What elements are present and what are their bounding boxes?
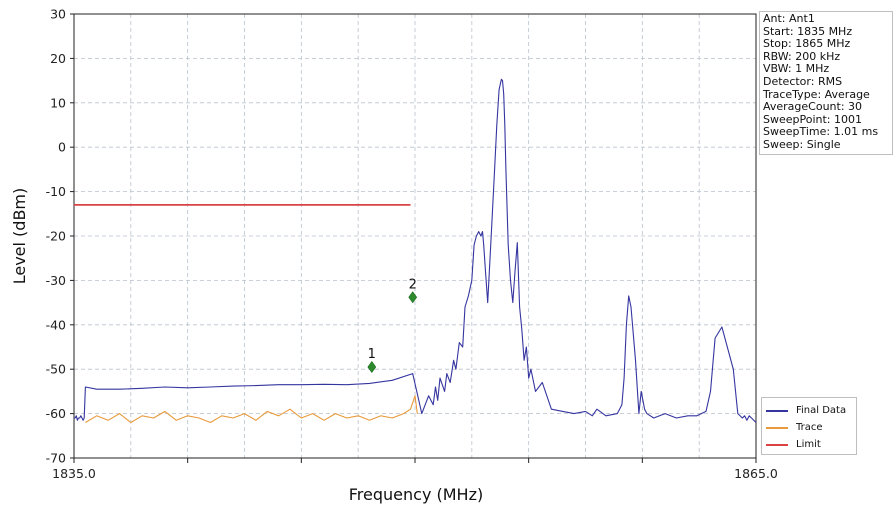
legend-item-trace: Trace bbox=[766, 419, 852, 436]
y-axis-label: Level (dBm) bbox=[10, 188, 29, 285]
legend-item-final-data: Final Data bbox=[766, 402, 852, 419]
y-tick-label: -70 bbox=[46, 451, 66, 466]
y-tick-label: -50 bbox=[46, 362, 66, 377]
info-line: SweepPoint: 1001 bbox=[763, 112, 863, 126]
marker-1-diamond bbox=[367, 360, 377, 373]
info-line: TraceType: Average bbox=[763, 87, 870, 101]
legend-swatch bbox=[766, 443, 788, 446]
info-line: AverageCount: 30 bbox=[763, 100, 863, 114]
final-data-line bbox=[74, 78, 757, 423]
info-line: SweepTime: 1.01 ms bbox=[763, 125, 879, 139]
info-line: VBW: 1 MHz bbox=[763, 62, 830, 76]
x-tick-label: 1835.0 bbox=[52, 466, 96, 481]
info-line: Start: 1835 MHz bbox=[763, 24, 853, 38]
marker-layer: 12 bbox=[367, 277, 418, 373]
y-tick-label: -30 bbox=[46, 273, 66, 288]
grid bbox=[74, 13, 756, 459]
x-tick-label: 1865.0 bbox=[734, 466, 778, 481]
y-tick-label: -60 bbox=[46, 406, 66, 421]
legend: Final Data Trace Limit bbox=[761, 397, 857, 455]
y-tick-label: 20 bbox=[50, 51, 66, 66]
y-tick-label: 0 bbox=[58, 140, 66, 155]
y-tick-label: -40 bbox=[46, 317, 66, 332]
measurement-info-panel: Ant: Ant1 Start: 1835 MHz Stop: 1865 MHz RB… bbox=[759, 11, 893, 155]
info-line: RBW: 200 kHz bbox=[763, 49, 841, 63]
y-tick-label: 10 bbox=[50, 95, 66, 110]
legend-swatch bbox=[766, 426, 788, 429]
legend-item-limit: Limit bbox=[766, 436, 852, 453]
legend-label: Limit bbox=[796, 439, 821, 450]
marker-1-label: 1 bbox=[368, 347, 376, 362]
series-layer bbox=[74, 78, 757, 424]
y-tick-label: -10 bbox=[46, 184, 66, 199]
legend-label: Final Data bbox=[796, 405, 847, 416]
marker-2-diamond bbox=[408, 291, 418, 304]
info-line: Stop: 1865 MHz bbox=[763, 37, 851, 51]
info-line: Sweep: Single bbox=[763, 137, 841, 151]
y-axis: -70 -60 -50 -40 -30 -20 -10 0 10 20 30 bbox=[46, 7, 74, 466]
info-line: Ant: Ant1 bbox=[763, 12, 815, 25]
trace-line bbox=[85, 395, 418, 424]
x-axis: 1835.0 1865.0 bbox=[52, 458, 778, 481]
info-line: Detector: RMS bbox=[763, 74, 843, 88]
y-tick-label: 30 bbox=[50, 7, 66, 22]
legend-swatch bbox=[766, 409, 788, 412]
x-axis-label: Frequency (MHz) bbox=[349, 485, 483, 504]
y-tick-label: -20 bbox=[46, 229, 66, 244]
marker-2-label: 2 bbox=[409, 277, 417, 292]
legend-label: Trace bbox=[796, 422, 823, 433]
